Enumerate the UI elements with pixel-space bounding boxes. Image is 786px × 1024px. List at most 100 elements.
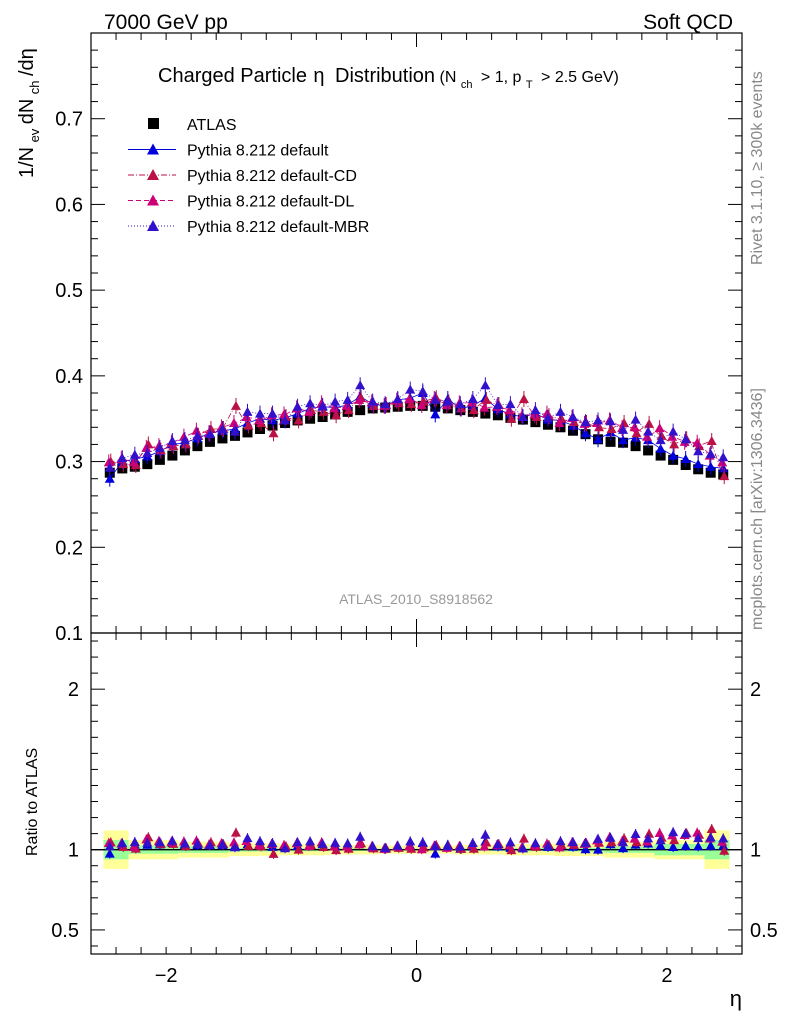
data-point-mc [103,457,114,467]
chart-title: Charged Particle η Distribution (N ch > … [158,65,619,92]
data-point-mc [241,412,252,421]
ratio-point [267,838,278,848]
data-point-mc [692,437,703,447]
ratio-point [392,840,403,850]
data-point-mc [104,462,115,472]
data-point-atlas [355,405,366,416]
data-point-mc [230,400,241,410]
data-point-mc [668,450,679,460]
legend-label: Pythia 8.212 default-CD [187,168,357,185]
data-point-mc [605,416,616,426]
title-eta: η [313,65,324,87]
ratio-point [719,845,730,855]
data-point-mc [705,448,716,458]
ratio-point [705,840,716,850]
data-point-mc [480,380,491,390]
data-point-mc [693,459,704,469]
title-cuts-mid: > 1, p [481,69,522,86]
legend-label: Pythia 8.212 default-DL [187,194,354,211]
ylabel-part-3: dN [16,99,38,125]
data-point-mc [254,415,265,425]
data-point-mc [619,418,630,427]
data-point-mc [154,442,165,452]
legend-marker-mc [147,169,159,180]
y-tick-label: 0.4 [55,366,83,388]
data-point-mc [680,434,691,444]
y-axis-title: 1/N ev dN ch /dη [16,48,43,178]
data-point-mc [367,396,378,406]
data-point-mc [279,409,290,419]
data-point-mc [505,399,516,409]
header-collision-label: 7000 GeV pp [104,11,228,34]
data-point-mc [644,418,655,428]
data-point-mc [567,412,578,421]
ratio-point [630,829,641,839]
data-point-atlas [167,450,178,461]
data-point-mc [329,403,340,413]
ratio-point [492,839,503,849]
ratio-point [506,845,517,855]
ratio-point [567,837,578,847]
data-point-mc [204,429,215,439]
data-point-mc [179,435,190,445]
x-tick-label: 2 [661,965,672,987]
data-point-mc [705,461,716,471]
data-point-mc [706,436,717,445]
ratio-point [268,848,279,858]
ratio-y-axis-title: Ratio to ATLAS [24,748,41,856]
data-point-mc [267,408,278,418]
y-tick-label: 0.2 [55,537,83,559]
ratio-point [404,841,415,851]
ratio-point [280,843,291,853]
data-point-mc [693,446,704,456]
ratio-point [668,827,679,837]
data-point-mc [580,417,591,427]
ratio-point [104,848,115,858]
title-cuts-sub1: ch [461,79,473,91]
data-point-mc [530,405,541,415]
ratio-point [355,831,366,841]
ratio-point [693,833,704,843]
data-point-mc [718,463,729,473]
data-point-mc [304,406,315,416]
data-point-mc [305,398,316,408]
ratio-point [580,837,591,847]
main-panel: 0.1 0.2 0.3 0.4 0.5 0.6 0.7 [55,32,743,645]
data-point-mc [593,415,604,425]
ratio-tick-label-right: 0.5 [750,920,778,942]
data-point-mc [292,401,303,411]
data-point-mc [492,400,503,409]
data-point-mc [555,406,566,416]
data-point-mc [342,394,353,404]
ratio-point [228,837,239,847]
ratio-point [217,839,228,849]
ratio-point [706,823,717,833]
ratio-point [305,836,316,846]
ratio-point [530,838,541,848]
ratio-point [293,844,304,854]
data-point-mc [580,428,591,438]
ratio-point [480,829,491,839]
data-point-mc [280,415,291,425]
ratio-point [680,828,691,838]
data-point-mc [191,425,202,435]
y-tick-label: 0.6 [55,194,83,216]
data-point-mc [341,400,352,410]
data-point-mc [593,434,604,444]
rivet-version-label: Rivet 3.1.10, ≥ 300k events [749,71,766,265]
data-point-mc [455,399,466,409]
ratio-point [467,837,478,847]
title-dist: Distribution [335,65,435,87]
data-point-mc [654,423,665,433]
title-main: Charged Particle [158,65,307,87]
ratio-point [179,838,190,848]
data-point-atlas [255,424,266,434]
data-point-mc [141,442,152,452]
ratio-point [718,833,729,843]
data-point-mc [128,457,139,467]
ratio-point [380,842,391,852]
data-point-mc [404,394,415,403]
ratio-series-4 [104,827,729,854]
data-point-atlas [630,441,641,452]
ratio-point [405,836,416,846]
